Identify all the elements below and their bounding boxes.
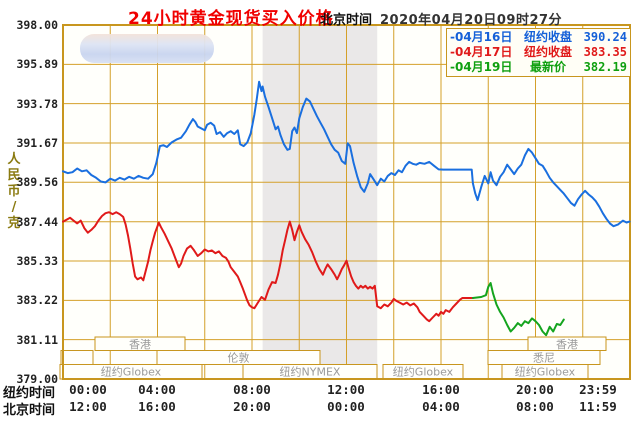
y-unit-char: 克 — [7, 216, 21, 231]
y-tick-label: 395.89 — [16, 57, 58, 72]
y-tick-label: 389.56 — [16, 175, 58, 190]
y-tick-label: 393.78 — [16, 96, 58, 111]
chart-title: 24小时黄金现货买入价格 — [128, 9, 334, 29]
session-box — [94, 336, 186, 351]
x-tick-label: 11:59 — [579, 399, 617, 414]
legend-date: -04月17日 — [450, 45, 513, 59]
legend-date: -04月16日 — [450, 30, 513, 44]
price-line-0 — [62, 80, 631, 228]
x-tick-label: 16:00 — [138, 399, 176, 414]
price-line-2 — [471, 282, 565, 337]
legend-value: 390.24 — [583, 30, 627, 44]
price-line-1 — [62, 211, 474, 323]
y-axis-unit-label: 人民币 / 克 — [5, 152, 23, 232]
chart-legend: -04月16日 纽约收盘 390.24 -04月17日 纽约收盘 383.35 -04月19… — [446, 28, 631, 77]
legend-label: 最新价 — [530, 60, 567, 74]
watermark-logo-blur — [80, 34, 214, 63]
session-label: 伦敦 — [228, 351, 250, 365]
y-tick-label: 379.00 — [16, 372, 58, 386]
y-tick-label: 398.00 — [16, 18, 58, 32]
x-tick-label: 23:59 — [579, 382, 617, 397]
session-label: 纽约Globex — [393, 365, 454, 379]
x-tick-label: 12:00 — [69, 399, 107, 414]
x-tick-label: 20:00 — [516, 382, 554, 397]
session-label: 香港 — [556, 338, 578, 351]
session-label: 纽约Globex — [515, 365, 576, 379]
session-box — [60, 350, 94, 365]
x-tick-label: 08:00 — [516, 399, 554, 414]
legend-item: -04月16日 纽约收盘 390.24 — [447, 30, 630, 45]
session-box — [156, 350, 321, 365]
legend-item: -04月17日 纽约收盘 383.35 — [447, 45, 630, 60]
x-tick-label: 20:00 — [233, 399, 271, 414]
beijing-time-label: 北京时间 — [320, 13, 373, 28]
session-label: 纽约NYMEX — [280, 365, 341, 379]
nymex-session-shade — [262, 25, 378, 379]
session-label: 香港 — [129, 338, 151, 351]
session-label: 悉尼 — [533, 352, 555, 365]
y-tick-label: 385.33 — [16, 254, 58, 269]
x-tick-label: 16:00 — [422, 382, 460, 397]
y-unit-char: 币 — [7, 184, 21, 199]
y-tick-label: 381.11 — [16, 332, 58, 347]
x-tick-label: 08:00 — [233, 382, 271, 397]
plot-border — [62, 24, 631, 380]
x-axis-row-label: 纽约时间 — [3, 386, 56, 401]
y-tick-label: 383.22 — [16, 293, 58, 308]
x-tick-label: 00:00 — [327, 399, 365, 414]
session-label: 纽约Globex — [101, 365, 162, 379]
x-tick-label: 00:00 — [69, 382, 107, 397]
x-tick-label: 12:00 — [327, 382, 365, 397]
legend-item: -04月19日 最新价 382.19 — [447, 60, 630, 75]
y-tick-label: 387.44 — [16, 214, 58, 229]
y-unit-char: 民 — [7, 168, 21, 183]
beijing-time-value: 2020年04月20日09时27分 — [380, 13, 563, 28]
x-axis-row-label: 北京时间 — [3, 403, 56, 418]
y-unit-char: 人 — [7, 152, 21, 167]
x-tick-label: 04:00 — [138, 382, 176, 397]
x-tick-label: 04:00 — [422, 399, 460, 414]
legend-label: 纽约收盘 — [524, 30, 573, 44]
legend-date: -04月19日 — [450, 60, 513, 74]
legend-label: 纽约收盘 — [524, 45, 573, 59]
y-unit-char: / — [11, 200, 17, 215]
legend-value: 383.35 — [583, 45, 627, 59]
legend-value: 382.19 — [583, 60, 627, 74]
y-tick-label: 391.67 — [16, 135, 58, 150]
